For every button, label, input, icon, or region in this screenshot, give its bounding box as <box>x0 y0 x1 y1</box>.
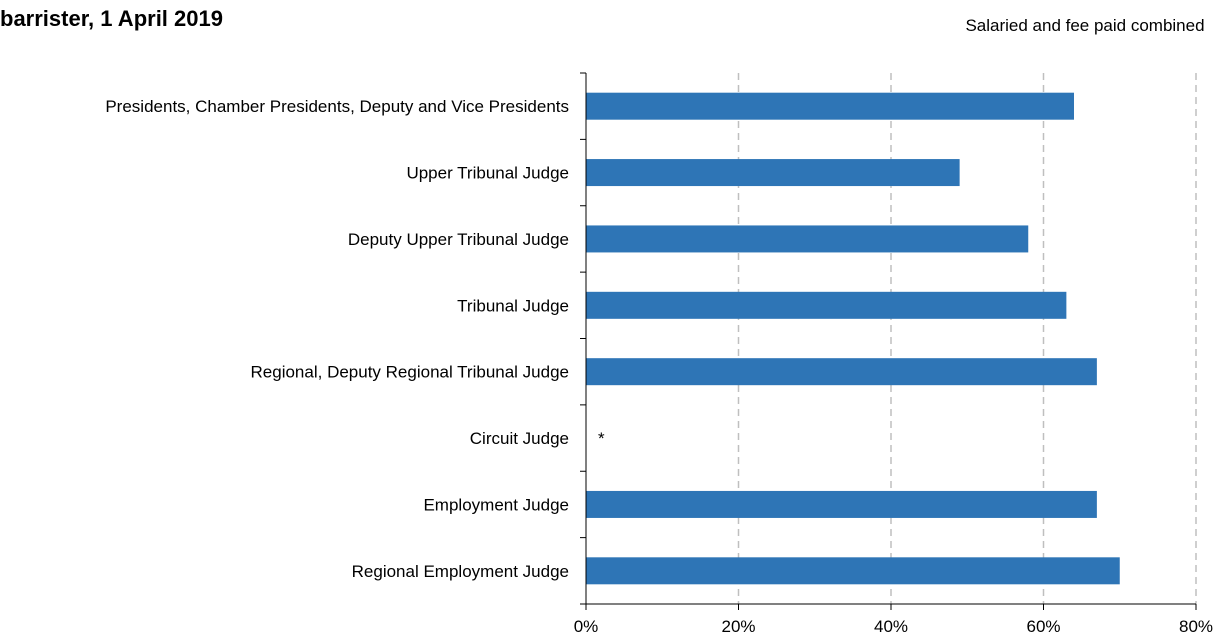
category-label: Tribunal Judge <box>457 296 569 315</box>
category-labels: Presidents, Chamber Presidents, Deputy a… <box>105 97 569 581</box>
x-tick-label: 0% <box>574 617 599 636</box>
series-label: Salaried and fee paid combined <box>965 16 1205 35</box>
x-tick-label: 80% <box>1179 617 1213 636</box>
bar <box>586 557 1120 585</box>
chart-title: barrister, 1 April 2019 <box>0 6 223 31</box>
bars <box>586 92 1120 585</box>
x-tick-label: 40% <box>874 617 908 636</box>
bar <box>586 92 1074 120</box>
gridlines <box>737 73 1197 604</box>
bar <box>586 490 1097 518</box>
category-label: Upper Tribunal Judge <box>406 164 569 183</box>
category-label: Regional, Deputy Regional Tribunal Judge <box>251 363 569 382</box>
bar <box>586 159 960 187</box>
bar <box>586 291 1067 319</box>
category-label: Regional Employment Judge <box>352 562 569 581</box>
category-label: Employment Judge <box>423 495 569 514</box>
annotations: * <box>598 429 605 448</box>
axes <box>580 72 1197 610</box>
x-tick-label: 60% <box>1026 617 1060 636</box>
bar <box>586 358 1097 386</box>
x-tick-labels: 0% 20% 40% 60% 80% <box>574 617 1213 636</box>
bar <box>586 225 1029 253</box>
category-label: Deputy Upper Tribunal Judge <box>348 230 569 249</box>
category-label: Circuit Judge <box>470 429 569 448</box>
category-label: Presidents, Chamber Presidents, Deputy a… <box>105 97 569 116</box>
x-tick-label: 20% <box>721 617 755 636</box>
annotation-asterisk: * <box>598 429 605 448</box>
